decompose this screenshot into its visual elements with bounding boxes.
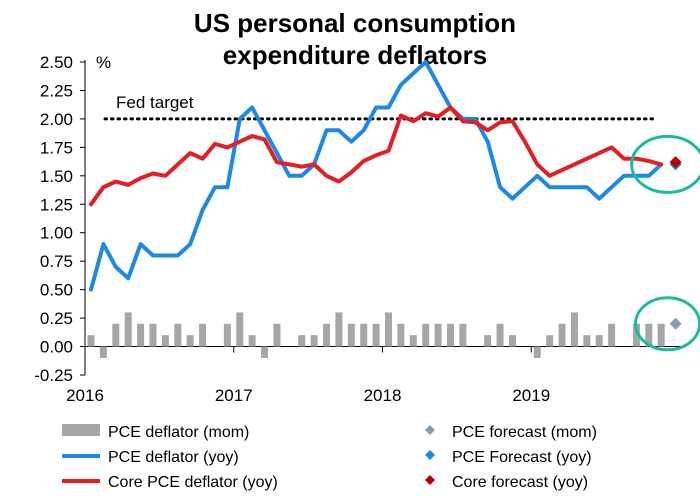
y-tick-label: 0.00 bbox=[40, 338, 73, 357]
legend-marker bbox=[425, 450, 435, 460]
x-tick-label: 2019 bbox=[512, 386, 550, 405]
y-axis-unit-label: % bbox=[96, 53, 111, 72]
legend-marker bbox=[425, 475, 435, 485]
chart-title-line-2: expenditure deflators bbox=[223, 40, 487, 70]
bar-pce-mom bbox=[533, 346, 541, 358]
bar-pce-mom bbox=[657, 323, 665, 347]
bar-pce-mom bbox=[137, 323, 145, 347]
legend-label: Core forecast (yoy) bbox=[452, 474, 588, 491]
bar-pce-mom bbox=[335, 312, 343, 347]
bar-pce-mom bbox=[446, 323, 454, 347]
bar-pce-mom bbox=[570, 312, 578, 347]
chart-title-line-1: US personal consumption bbox=[194, 8, 516, 38]
bar-pce-mom bbox=[508, 335, 516, 347]
bar-pce-mom bbox=[248, 335, 256, 347]
bar-pce-mom bbox=[360, 323, 368, 347]
fed-target-label: Fed target bbox=[116, 93, 194, 112]
bar-pce-mom bbox=[112, 323, 120, 347]
bar-pce-mom bbox=[583, 335, 591, 347]
bar-pce-mom bbox=[595, 335, 603, 347]
bar-pce-mom bbox=[298, 335, 306, 347]
plot-area: -0.25 0.00 0.25 0.50 0.75 1.00 1.25 1.50 1.75 2.0… bbox=[34, 53, 700, 405]
bar-pce-mom bbox=[645, 323, 653, 347]
bar-pce-mom bbox=[199, 323, 207, 347]
y-tick-label: -0.25 bbox=[34, 366, 73, 385]
line-pce-yoy bbox=[89, 60, 664, 292]
bar-pce-mom bbox=[347, 323, 355, 347]
legend-label: Core PCE deflator (yoy) bbox=[108, 474, 278, 491]
bar-pce-mom bbox=[372, 323, 380, 347]
bar-pce-mom bbox=[323, 323, 331, 347]
bar-pce-mom bbox=[161, 335, 169, 347]
y-tick-label: 1.25 bbox=[40, 195, 73, 214]
bar-pce-mom bbox=[409, 335, 417, 347]
bar-pce-mom bbox=[223, 323, 231, 347]
bar-pce-mom bbox=[174, 323, 182, 347]
bar-pce-mom bbox=[273, 323, 281, 347]
bar-pce-mom bbox=[422, 323, 430, 347]
legend-label: PCE deflator (yoy) bbox=[108, 449, 239, 466]
legend-swatch-pce-mom bbox=[62, 424, 100, 436]
bar-pce-mom bbox=[546, 335, 554, 347]
line-core-pce-yoy bbox=[89, 105, 664, 207]
bar-pce-mom bbox=[261, 346, 269, 358]
bar-pce-mom bbox=[124, 312, 132, 347]
legend-label: PCE Forecast (yoy) bbox=[452, 449, 592, 466]
bar-pce-mom bbox=[186, 335, 194, 347]
y-tick-label: 1.00 bbox=[40, 224, 73, 243]
bar-pce-mom bbox=[87, 335, 95, 347]
y-tick-label: 0.50 bbox=[40, 281, 73, 300]
legend: PCE deflator (mom) PCE deflator (yoy) Core… bbox=[62, 424, 597, 491]
y-tick-label: 2.50 bbox=[40, 53, 73, 72]
bar-pce-mom bbox=[558, 323, 566, 347]
y-tick-label: 2.00 bbox=[40, 110, 73, 129]
y-tick-label: 1.50 bbox=[40, 167, 73, 186]
bar-pce-mom bbox=[236, 312, 244, 347]
x-tick-label: 2016 bbox=[66, 386, 104, 405]
legend-label: PCE deflator (mom) bbox=[108, 424, 249, 441]
bar-pce-mom bbox=[496, 323, 504, 347]
x-tick-label: 2017 bbox=[215, 386, 253, 405]
y-tick-label: 0.75 bbox=[40, 252, 73, 271]
bar-pce-mom bbox=[310, 335, 318, 347]
x-tick-label: 2018 bbox=[364, 386, 402, 405]
legend-marker bbox=[425, 425, 435, 435]
bar-pce-mom bbox=[459, 323, 467, 347]
bar-pce-mom bbox=[434, 323, 442, 347]
bar-pce-mom bbox=[608, 323, 616, 347]
marker-pce-forecast-mom bbox=[669, 317, 682, 330]
marker-core-forecast-yoy bbox=[669, 156, 682, 169]
bar-pce-mom bbox=[385, 312, 392, 347]
bar-pce-mom bbox=[149, 323, 157, 347]
bar-pce-mom bbox=[99, 346, 107, 358]
y-tick-label: 1.75 bbox=[40, 138, 73, 157]
bar-pce-mom bbox=[632, 323, 640, 347]
y-tick-label: 2.25 bbox=[40, 81, 73, 100]
highlight-circle-yoy bbox=[630, 134, 700, 194]
y-tick-label: 0.25 bbox=[40, 309, 73, 328]
legend-label: PCE forecast (mom) bbox=[452, 424, 597, 441]
bar-pce-mom bbox=[484, 335, 492, 347]
bar-pce-mom bbox=[397, 323, 405, 347]
